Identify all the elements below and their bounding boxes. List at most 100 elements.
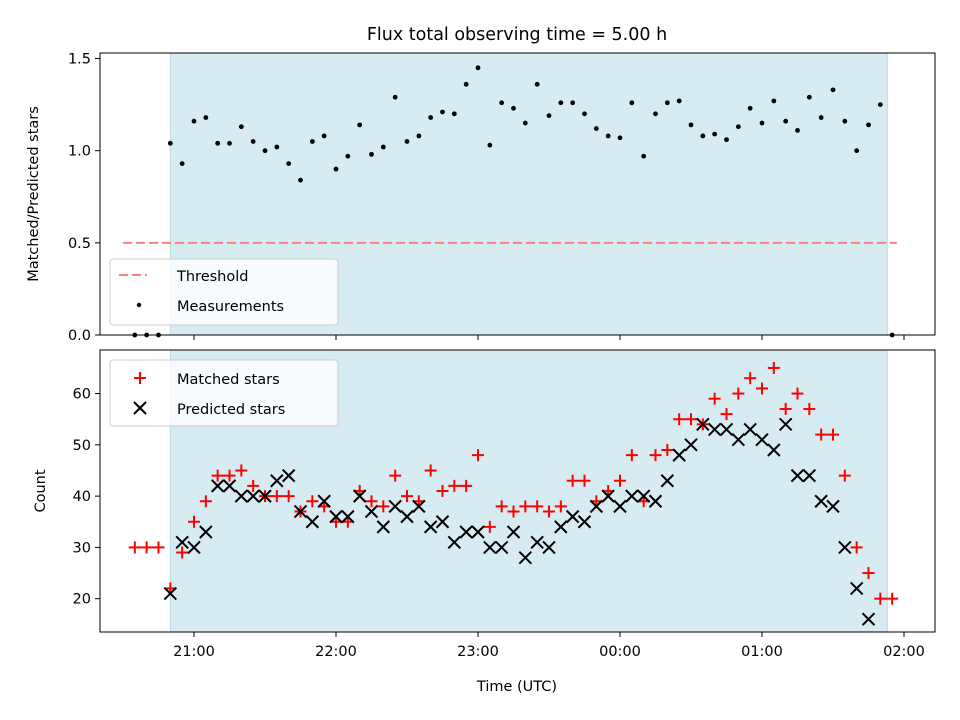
top-y-ticks: 0.0 0.5 1.0 1.5 [68, 52, 100, 344]
top-y-axis-label: Matched/Predicted stars [26, 106, 42, 282]
predicted-star-marker [731, 433, 746, 447]
measurement-point [653, 111, 658, 117]
matched-star-marker [578, 474, 591, 487]
predicted-star-marker [625, 489, 639, 503]
matched-star-marker [756, 382, 768, 395]
predicted-star-marker [210, 479, 225, 493]
matched-star-marker [791, 387, 804, 400]
predicted-star-marker [258, 489, 272, 503]
matched-star-marker [732, 387, 745, 400]
y-tick-label: 60 [73, 387, 91, 403]
measurement-point [416, 133, 422, 139]
predicted-star-marker [246, 489, 260, 503]
measurement-point [440, 109, 445, 115]
matched-legend-swatch [134, 372, 146, 384]
matched-star-marker [566, 474, 579, 487]
predicted-star-marker [400, 509, 414, 524]
matched-star-marker [152, 541, 165, 554]
predicted-star-marker [163, 586, 178, 601]
measurement-point [783, 118, 789, 124]
measurement-point [238, 124, 244, 130]
matched-star-marker [235, 464, 248, 477]
x-tick-label: 02:00 [883, 644, 925, 660]
measurement-point [274, 144, 280, 150]
predicted-star-marker [743, 422, 757, 437]
predicted-star-marker [814, 494, 828, 508]
measurement-point [795, 128, 800, 133]
matched-star-marker [827, 428, 839, 441]
matched-star-marker [424, 464, 437, 477]
measurement-point [463, 81, 469, 87]
measurement-point [250, 139, 256, 144]
measurement-point [747, 105, 753, 111]
measurement-point [806, 94, 812, 100]
predicted-star-marker [317, 494, 331, 508]
predicted-star-marker [329, 509, 343, 524]
y-tick-label: 1.5 [68, 52, 91, 68]
predicted-star-marker [222, 479, 237, 493]
predicted-legend-swatch [133, 401, 147, 415]
y-tick-label: 0.5 [68, 236, 91, 252]
matched-star-marker [543, 505, 555, 518]
predicted-star-marker [447, 535, 462, 549]
measurement-point [546, 113, 552, 119]
matched-legend-label: Matched stars [177, 372, 280, 388]
matched-star-marker [270, 490, 283, 503]
measurement-point [321, 133, 327, 139]
matched-star-marker [708, 392, 721, 405]
predicted-star-marker [826, 499, 840, 514]
measurement-point [345, 153, 351, 159]
predicted-star-marker [234, 489, 249, 503]
matched-star-marker [306, 495, 319, 508]
measurement-point [877, 102, 883, 108]
predicted-star-marker [281, 468, 296, 483]
bottom-panel: 20 30 40 50 60 21:00 22:00 23:00 00:00 01:00 02:0… [33, 349, 936, 695]
measurement-point [700, 133, 706, 139]
x-tick-label: 22:00 [315, 644, 357, 660]
measurement-point [712, 131, 718, 137]
measurement-point [357, 122, 363, 128]
measurement-point [369, 151, 374, 157]
predicted-star-marker [483, 540, 497, 555]
measurement-point [511, 105, 516, 111]
predicted-star-marker [187, 540, 201, 555]
measurement-point [617, 135, 623, 141]
measurement-point [735, 124, 741, 130]
measurement-point [593, 126, 599, 131]
measurements-legend-swatch [136, 302, 142, 308]
matched-star-marker [649, 449, 662, 462]
predicted-star-marker [849, 581, 864, 596]
predicted-star-marker [802, 468, 817, 483]
top-panel: 0.0 0.5 1.0 1.5 Matched/Predicted stars Thr… [26, 52, 936, 344]
x-tick-label: 01:00 [741, 644, 783, 660]
predicted-star-marker [565, 509, 580, 524]
matched-star-marker [850, 541, 863, 554]
measurement-points [132, 65, 895, 338]
matched-star-marker [188, 515, 200, 528]
matched-star-marker [815, 428, 828, 441]
matched-star-marker [838, 469, 851, 482]
matched-star-marker [140, 541, 153, 554]
measurement-point [522, 120, 528, 126]
predicted-star-marker [506, 525, 521, 539]
predicted-star-marker [293, 504, 308, 519]
measurement-point [333, 166, 339, 172]
measurement-point [771, 98, 777, 104]
measurement-point [641, 153, 647, 159]
matched-star-marker [472, 449, 484, 462]
star-count-points [128, 361, 899, 626]
measurement-point [380, 144, 386, 150]
bottom-y-axis-label: Count [33, 469, 49, 512]
predicted-star-marker [376, 520, 391, 534]
y-tick-label: 40 [73, 489, 91, 505]
measurement-point [570, 100, 576, 106]
matched-star-marker [365, 495, 378, 508]
bottom-y-ticks: 20 30 40 50 60 [73, 387, 100, 608]
matched-star-marker [614, 474, 626, 487]
matched-star-marker [507, 505, 520, 518]
predicted-star-marker [790, 468, 805, 483]
matched-star-marker [199, 495, 212, 508]
predicted-star-marker [589, 499, 604, 514]
matched-star-marker [128, 541, 141, 554]
predicted-star-marker [435, 515, 450, 529]
